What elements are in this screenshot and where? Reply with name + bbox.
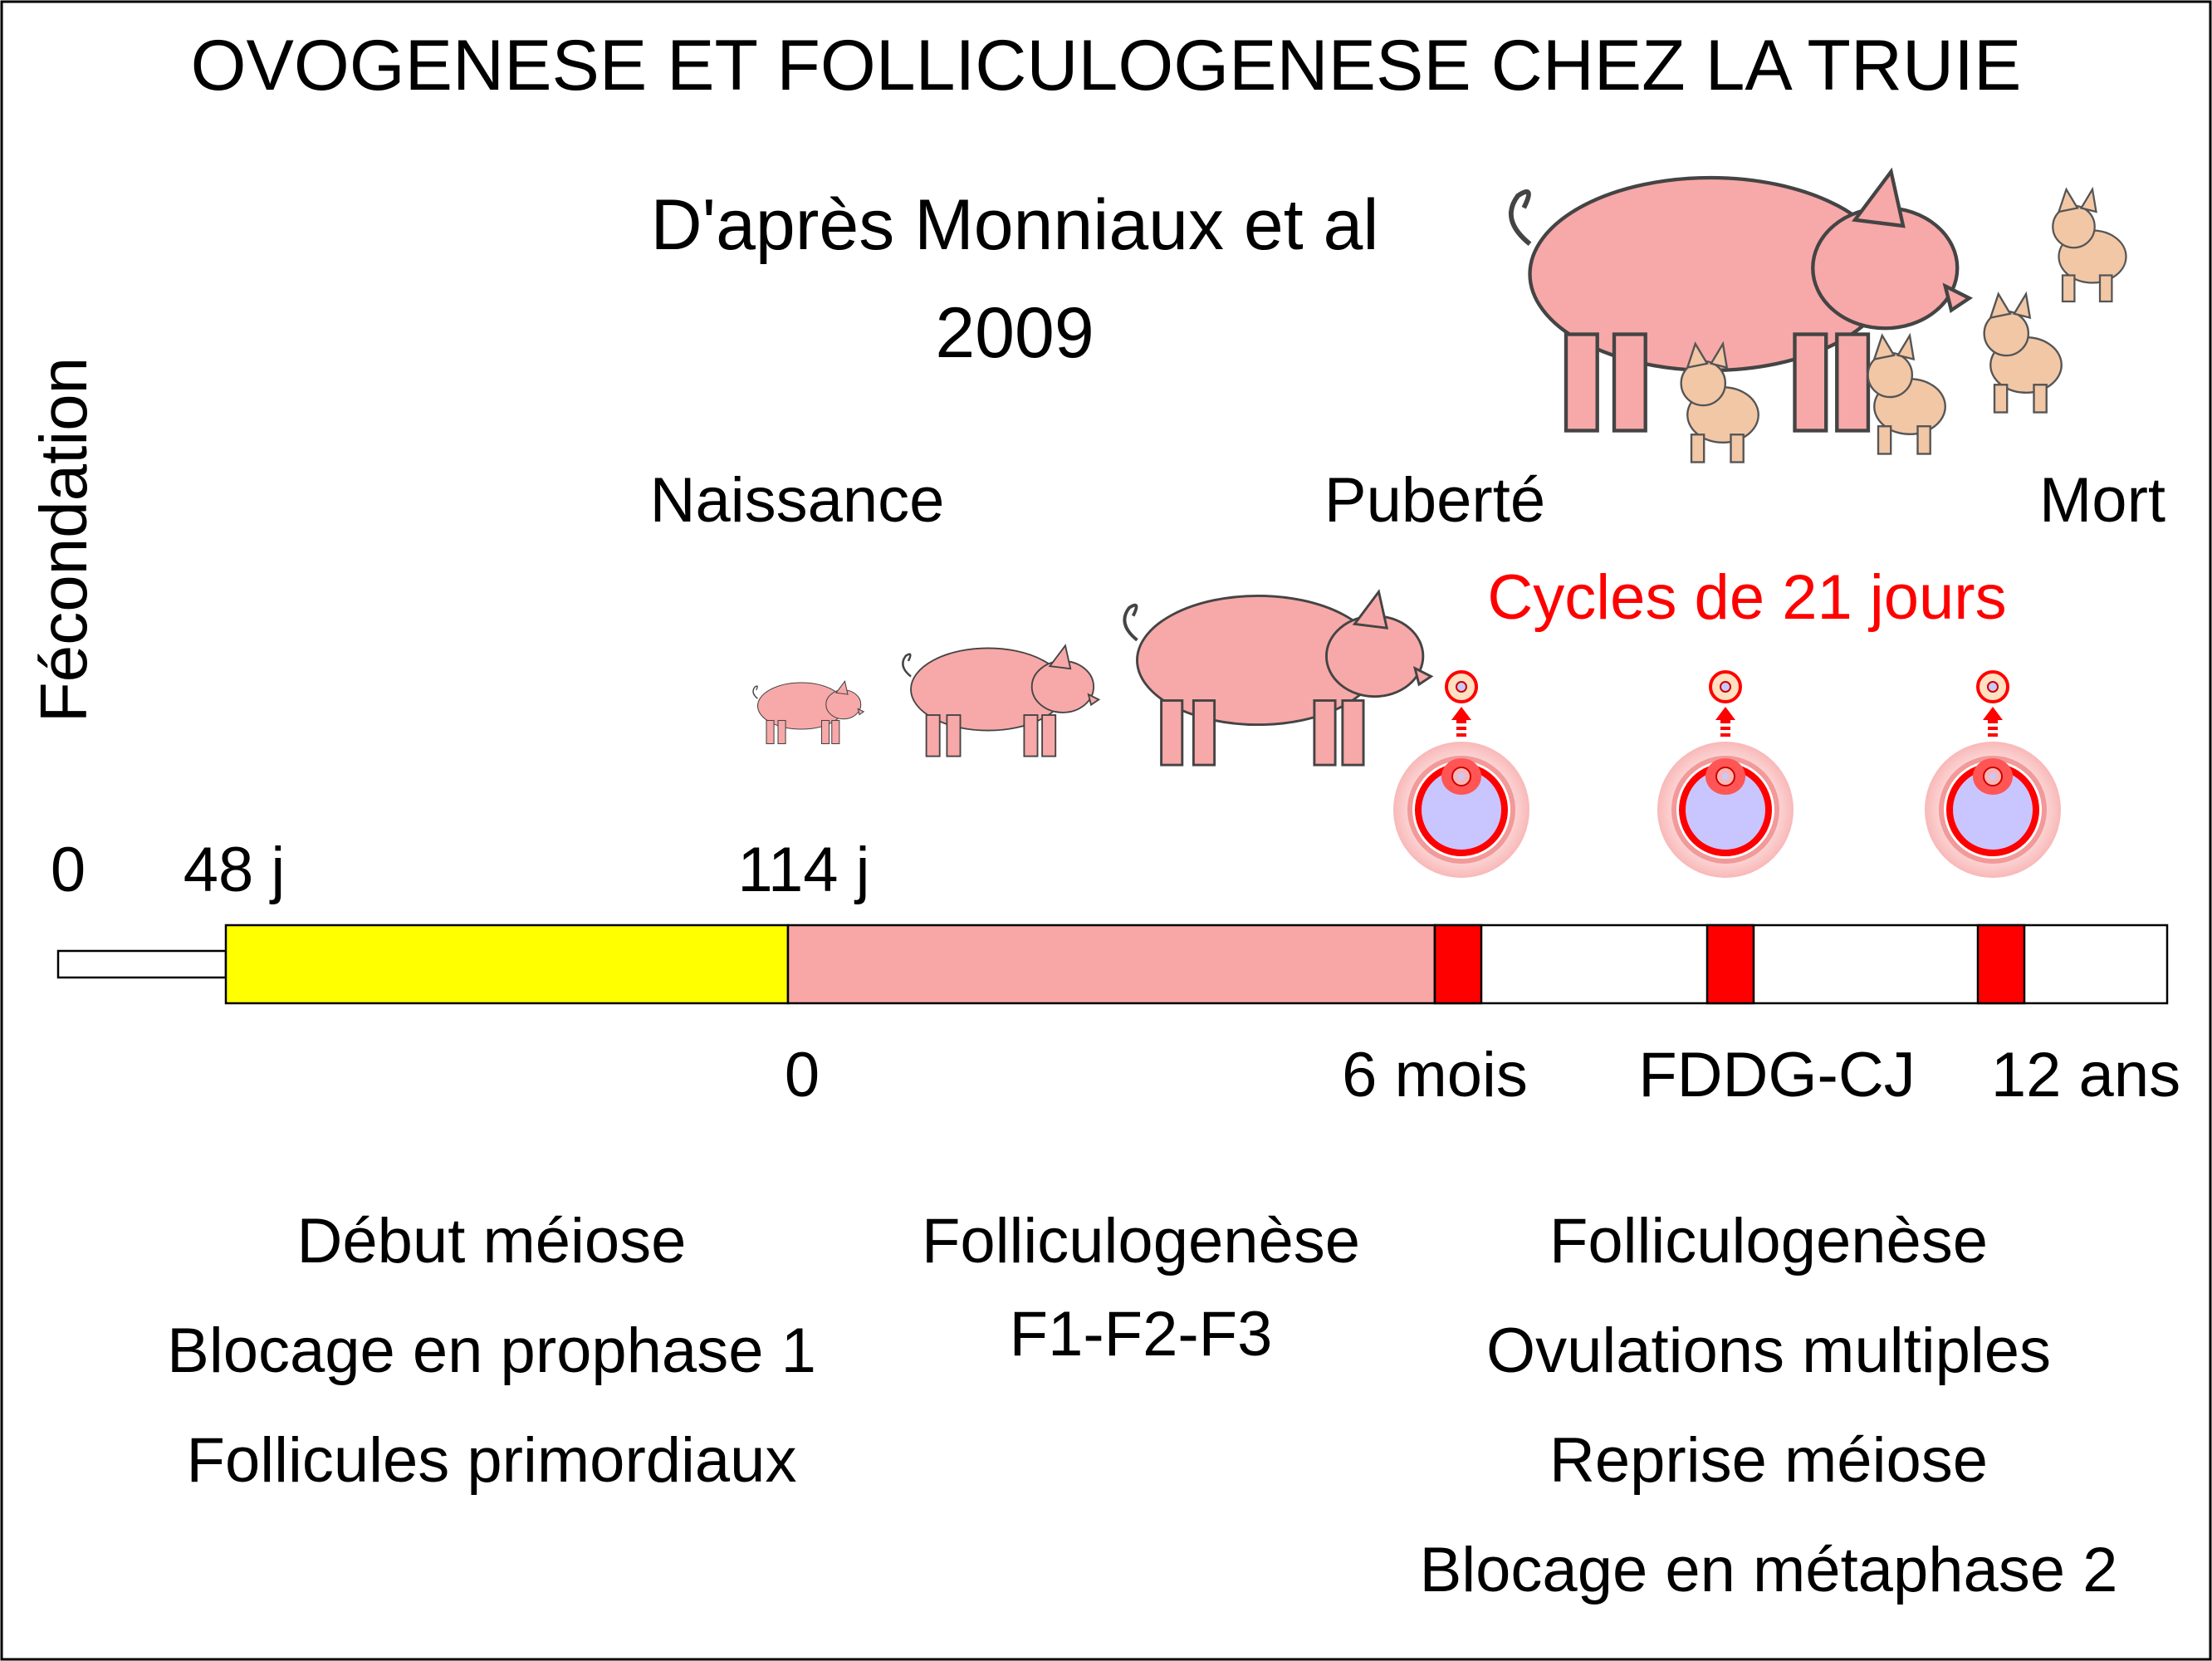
tick-6-months: 6 mois — [1342, 1040, 1528, 1110]
piglet-icon — [2052, 188, 2127, 303]
cycle-marker — [1705, 924, 1755, 1005]
tick-48-days: 48 j — [184, 835, 286, 905]
piglet-icon — [1867, 334, 1946, 455]
prepubertal-phase-bar — [786, 924, 1436, 1005]
tick-114-days: 114 j — [737, 835, 869, 905]
prenatal-desc-line: Follicules primordiaux — [187, 1425, 797, 1496]
tick-fddg-cj: FDDG-CJ — [1638, 1040, 1916, 1110]
adult-desc-line: Folliculogenèse — [1549, 1206, 1988, 1276]
naissance-label: Naissance — [650, 465, 945, 536]
small-pig-icon — [752, 680, 864, 745]
medium-pig-icon — [902, 644, 1100, 757]
piglet-icon — [1983, 292, 2063, 414]
ovulatory-follicle-icon — [1393, 672, 1529, 878]
prenatal-phase-bar — [224, 924, 790, 1005]
diagram-title: OVOGENESE ET FOLLICULOGENESE CHEZ LA TRU… — [191, 26, 2022, 105]
cycles-label: Cycles de 21 jours — [1487, 562, 2006, 633]
prenatal-desc-line: Début méiose — [297, 1206, 687, 1276]
prepubertal-desc-line: F1-F2-F3 — [1010, 1299, 1273, 1369]
ovulatory-follicle-icon — [1925, 672, 2061, 878]
puberte-label: Puberté — [1324, 465, 1545, 536]
prepubertal-desc-line: Folliculogenèse — [922, 1206, 1360, 1276]
prenatal-desc-line: Blocage en prophase 1 — [167, 1316, 816, 1386]
ovulatory-follicle-icon — [1657, 672, 1794, 878]
adult-desc-line: Blocage en métaphase 2 — [1420, 1535, 2118, 1605]
pre-gonad-segment — [56, 949, 228, 979]
adult-desc-line: Ovulations multiples — [1486, 1316, 2051, 1386]
cycle-marker — [1433, 924, 1483, 1005]
adult-phase-bar — [1433, 924, 2169, 1005]
mort-label: Mort — [2039, 465, 2166, 536]
cycle-marker — [1976, 924, 2026, 1005]
tick-12-years: 12 ans — [1991, 1040, 2180, 1110]
source-line-1: D'après Monniaux et al — [651, 185, 1379, 265]
fecondation-label: Fécondation — [27, 357, 100, 723]
tick-0-days: 0 — [51, 835, 86, 905]
large-pig-icon — [1123, 590, 1433, 767]
adult-desc-line: Reprise méiose — [1549, 1425, 1988, 1496]
source-line-2: 2009 — [935, 293, 1094, 373]
tick-birth: 0 — [785, 1040, 820, 1110]
